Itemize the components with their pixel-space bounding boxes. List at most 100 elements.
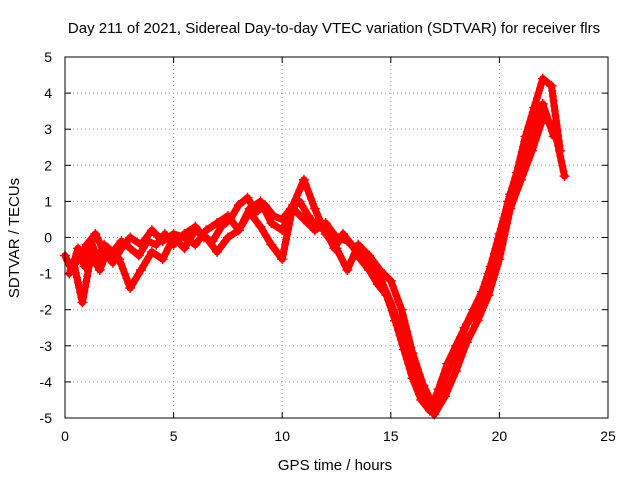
trail-marker xyxy=(549,96,558,105)
trail-marker xyxy=(140,235,149,244)
trail-marker xyxy=(117,259,126,268)
trail-marker xyxy=(550,106,559,115)
x-axis-label: GPS time / hours xyxy=(278,457,392,474)
trail-marker xyxy=(509,180,518,189)
trail-marker xyxy=(485,264,494,273)
y-tick-label: -4 xyxy=(40,374,53,390)
trail-marker xyxy=(89,256,98,265)
chart-title: Day 211 of 2021, Sidereal Day-to-day VTE… xyxy=(68,20,600,37)
data-point-marker xyxy=(548,131,559,142)
trail-marker xyxy=(76,250,85,259)
x-tick-label: 25 xyxy=(600,428,616,444)
trail-marker xyxy=(551,111,560,120)
trail-marker xyxy=(111,251,120,260)
trail-marker xyxy=(81,282,90,291)
trail-marker xyxy=(476,295,485,304)
trail-marker xyxy=(194,235,203,244)
trail-marker xyxy=(443,387,452,396)
trail-marker xyxy=(400,316,409,325)
trail-marker xyxy=(283,230,292,239)
trail-marker xyxy=(282,235,291,244)
trail-marker xyxy=(74,278,83,287)
trail-marker xyxy=(72,273,81,282)
trail-marker xyxy=(457,352,466,361)
trail-marker xyxy=(120,269,129,278)
trail-marker xyxy=(383,273,392,282)
trail-marker xyxy=(286,215,295,224)
trail-marker xyxy=(272,222,281,231)
trail-marker xyxy=(153,251,162,260)
x-tick-label: 20 xyxy=(492,428,508,444)
trail-marker xyxy=(87,235,96,244)
trail-marker xyxy=(84,267,93,276)
trail-marker xyxy=(470,321,479,330)
trail-marker xyxy=(543,78,552,87)
y-tick-label: 4 xyxy=(44,85,52,101)
trail-marker xyxy=(403,327,412,336)
trail-marker xyxy=(166,238,175,247)
trail-marker xyxy=(540,105,549,114)
trail-marker xyxy=(496,224,505,233)
trail-marker xyxy=(207,222,216,231)
axis-ticks: 0 5 10 15 20 25 -5 -4 -3 -2 -1 0 1 2 3 4 5 xyxy=(40,49,616,444)
trail-marker xyxy=(296,211,305,220)
trail-marker xyxy=(435,388,444,397)
trail-marker xyxy=(453,362,462,371)
trail-marker xyxy=(307,194,316,203)
trail-marker xyxy=(415,370,424,379)
trail-marker xyxy=(447,377,456,386)
trail-marker xyxy=(459,329,468,338)
trail-marker xyxy=(548,91,557,100)
trail-marker xyxy=(401,321,410,330)
trail-marker xyxy=(368,256,377,265)
trail-marker xyxy=(237,221,246,230)
trail-marker xyxy=(293,190,302,199)
trail-marker xyxy=(524,135,533,144)
trail-marker xyxy=(345,260,354,269)
trail-marker xyxy=(97,260,106,269)
trail-marker xyxy=(251,201,260,210)
trail-marker xyxy=(490,270,499,279)
trail-marker xyxy=(379,269,388,278)
trail-marker xyxy=(479,285,488,294)
trail-marker xyxy=(357,244,366,253)
trail-marker xyxy=(216,243,225,252)
y-tick-label: 0 xyxy=(44,230,52,246)
trail-marker xyxy=(301,180,310,189)
trail-marker xyxy=(433,393,442,402)
trail-marker xyxy=(511,175,520,184)
trail-marker xyxy=(550,101,559,110)
trail-marker xyxy=(487,280,496,289)
trail-marker xyxy=(173,237,182,246)
trail-marker xyxy=(457,334,466,343)
trail-marker xyxy=(139,261,148,270)
trail-marker xyxy=(118,264,127,273)
trail-marker xyxy=(259,227,268,236)
trail-marker xyxy=(455,357,464,366)
trail-marker xyxy=(503,200,512,209)
trail-marker xyxy=(558,162,567,171)
trail-marker xyxy=(303,219,312,228)
trail-marker xyxy=(185,235,194,244)
trail-marker xyxy=(122,274,131,283)
trail-marker xyxy=(83,272,92,281)
trail-marker xyxy=(468,327,477,336)
trail-marker xyxy=(394,317,403,326)
trail-marker xyxy=(380,283,389,292)
trail-marker xyxy=(155,233,164,242)
trail-marker xyxy=(93,234,102,243)
trail-marker xyxy=(284,225,293,234)
trail-marker xyxy=(489,275,498,284)
trail-marker xyxy=(437,383,446,392)
trail-marker xyxy=(513,170,522,179)
trail-marker xyxy=(390,308,399,317)
series-track-c xyxy=(68,98,559,413)
trail-marker xyxy=(554,141,563,150)
trail-marker xyxy=(205,238,214,247)
trail-marker xyxy=(361,247,370,256)
trail-marker xyxy=(347,255,356,264)
trail-marker xyxy=(249,213,258,222)
trail-marker xyxy=(492,239,501,248)
trail-marker xyxy=(502,205,511,214)
